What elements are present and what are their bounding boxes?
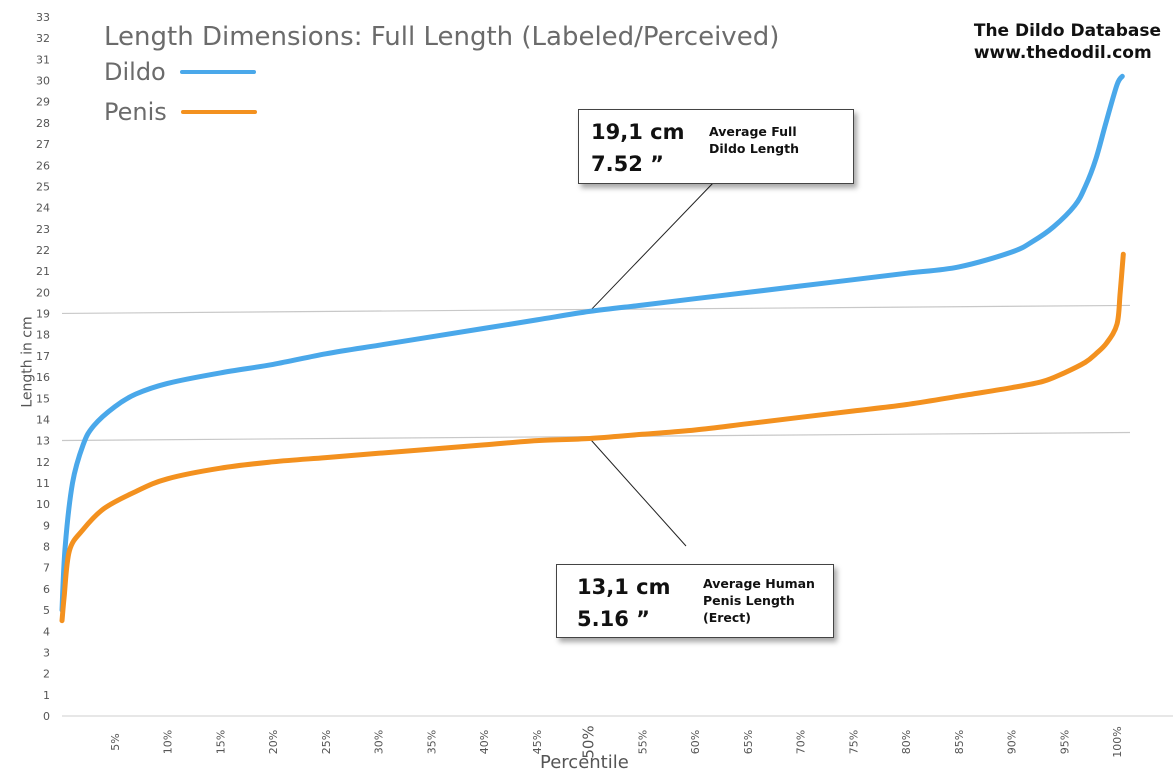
x-axis-ticks: 5% 10% 15% 20% 25% 30% 35% 40% 45% 50% 55% 60% 65% 70…: [109, 725, 1124, 758]
y-tick-label: 23: [36, 223, 50, 236]
y-tick-label: 4: [43, 625, 50, 638]
y-tick-label: 6: [43, 583, 50, 596]
legend-swatch-dildo: [179, 70, 256, 74]
series-line-dildo: [59, 73, 1125, 613]
y-tick-label: 19: [36, 308, 50, 321]
y-tick-label: 17: [36, 350, 50, 363]
series-line-penis: [59, 251, 1126, 624]
y-tick-label: 20: [36, 286, 50, 299]
y-tick-label: 21: [36, 265, 50, 278]
x-tick-label: 75%: [847, 730, 860, 754]
y-tick-label: 28: [36, 117, 50, 130]
x-tick-label: 70%: [795, 730, 808, 754]
x-tick-label: 95%: [1058, 730, 1071, 754]
callout-dildo-cm: 19,1 cm: [591, 120, 685, 144]
y-tick-label: 0: [43, 710, 50, 723]
y-tick-label: 26: [36, 159, 50, 172]
y-tick-label: 13: [36, 435, 50, 448]
x-axis-label: Percentile: [540, 752, 629, 773]
brand-name: The Dildo Database: [973, 21, 1161, 41]
callout-penis-in: 5.16 ”: [577, 607, 650, 631]
x-tick-label: 45%: [531, 730, 544, 754]
y-tick-label: 14: [36, 413, 50, 426]
x-tick-label: 90%: [1006, 730, 1019, 754]
y-tick-label: 16: [36, 371, 50, 384]
y-tick-label: 11: [36, 477, 50, 490]
y-tick-label: 5: [43, 604, 50, 617]
y-tick-label: 29: [36, 96, 50, 109]
legend-item-penis: Penis: [104, 98, 257, 126]
y-tick-label: 18: [36, 329, 50, 342]
y-tick-label: 25: [36, 180, 50, 193]
x-tick-label: 50%: [580, 725, 598, 758]
y-tick-label: 33: [36, 11, 50, 24]
callout-leaders: [589, 181, 715, 547]
y-tick-label: 22: [36, 244, 50, 257]
y-tick-label: 9: [43, 519, 50, 532]
y-tick-label: 27: [36, 138, 50, 151]
leader-line-penis: [591, 440, 687, 547]
x-tick-label: 10%: [162, 730, 175, 754]
series-lines: [59, 73, 1126, 624]
y-tick-label: 2: [43, 668, 50, 681]
y-tick-label: 30: [36, 75, 50, 88]
brand-watermark: The Dildo Database www.thedodil.com: [974, 20, 1161, 64]
y-tick-label: 32: [36, 32, 50, 45]
callout-penis-average: 13,1 cm 5.16 ” Average Human Penis Lengt…: [556, 564, 834, 638]
y-tick-label: 31: [36, 53, 50, 66]
callout-penis-desc-3: (Erect): [703, 610, 751, 625]
callout-dildo-desc-2: Dildo Length: [709, 141, 799, 156]
x-tick-label: 100%: [1111, 726, 1124, 757]
y-tick-label: 10: [36, 498, 50, 511]
x-tick-label: 40%: [478, 730, 491, 754]
leader-line-dildo: [589, 181, 715, 312]
x-tick-label: 80%: [900, 730, 913, 754]
callout-dildo-average: 19,1 cm 7.52 ” Average Full Dildo Length: [578, 109, 854, 184]
y-axis-label: Length in cm: [19, 316, 36, 408]
x-tick-label: 30%: [373, 730, 386, 754]
x-tick-label: 60%: [689, 730, 702, 754]
brand-url: www.thedodil.com: [973, 43, 1152, 63]
callout-penis-desc-1: Average Human: [703, 576, 815, 591]
y-tick-label: 15: [36, 392, 50, 405]
y-tick-label: 12: [36, 456, 50, 469]
legend-label-dildo: Dildo: [104, 58, 166, 86]
x-tick-label: 65%: [742, 730, 755, 754]
callout-penis-desc-2: Penis Length: [703, 593, 795, 608]
legend-swatch-penis: [180, 110, 257, 114]
callout-penis-cm: 13,1 cm: [577, 575, 671, 599]
x-tick-label: 55%: [636, 730, 649, 754]
y-axis-ticks: 0123456789101112131415161718192021222324…: [36, 11, 50, 723]
x-tick-label: 15%: [214, 730, 227, 754]
callout-dildo-in: 7.52 ”: [591, 152, 664, 176]
y-tick-label: 7: [43, 562, 50, 575]
y-tick-label: 8: [43, 541, 50, 554]
x-tick-label: 85%: [953, 730, 966, 754]
x-tick-label: 5%: [109, 733, 122, 750]
chart-title: Length Dimensions: Full Length (Labeled/…: [104, 22, 780, 52]
legend-label-penis: Penis: [104, 98, 167, 126]
y-tick-label: 3: [43, 646, 50, 659]
legend-item-dildo: Dildo: [104, 58, 256, 86]
x-tick-label: 35%: [425, 730, 438, 754]
x-tick-label: 25%: [320, 730, 333, 754]
callout-dildo-desc-1: Average Full: [709, 124, 797, 139]
y-tick-label: 1: [43, 689, 50, 702]
x-tick-label: 20%: [267, 730, 280, 754]
y-tick-label: 24: [36, 202, 50, 215]
